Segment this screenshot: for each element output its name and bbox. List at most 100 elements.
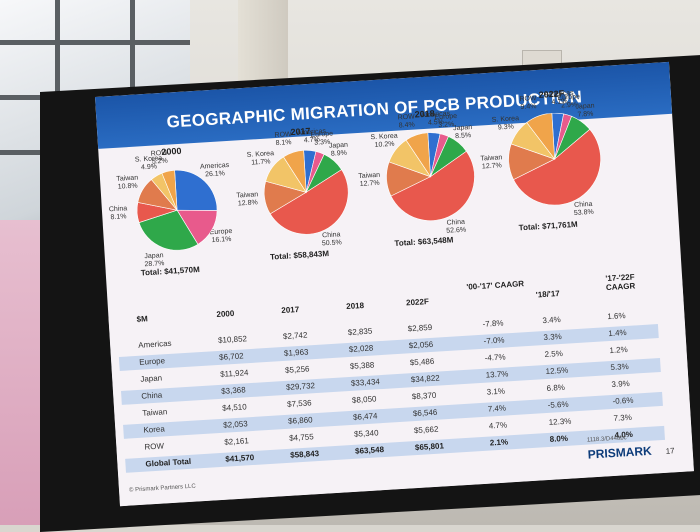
table-cell: $5,486 <box>409 356 435 368</box>
table-cell: Americas <box>137 338 172 350</box>
slice-percent: 8.1% <box>275 138 292 147</box>
pie-slice-row <box>405 132 431 178</box>
table-cell: $2,742 <box>282 330 308 341</box>
table-header: 2018 <box>345 300 365 312</box>
pie-slice-row <box>526 112 556 161</box>
table-cell: 6.8% <box>546 382 566 393</box>
pie-slice-row <box>161 169 178 211</box>
table-cell: $2,056 <box>408 339 434 351</box>
pie-slice-label: ROW 9.4% <box>519 95 537 112</box>
table-cell: $2,028 <box>348 343 374 354</box>
table-cell: Japan <box>140 373 163 384</box>
table-cell: 7.3% <box>613 412 633 423</box>
pie-chart <box>386 132 475 221</box>
table-cell: $5,256 <box>284 364 310 375</box>
slice-name: Europe <box>557 93 581 102</box>
table-header: $M <box>136 314 149 324</box>
presentation-slide: GEOGRAPHIC MIGRATION OF PCB PRODUCTION 2… <box>95 61 694 507</box>
table-cell: -7.8% <box>482 318 504 329</box>
table-cell: $3,368 <box>220 385 246 396</box>
slice-percent: 12.8% <box>237 199 258 208</box>
slice-percent: 53.8% <box>573 208 594 217</box>
pie-chart <box>136 169 218 251</box>
table-cell: $7,536 <box>286 398 312 409</box>
table-cell: $5,340 <box>353 428 379 439</box>
slice-name: ROW <box>397 113 416 122</box>
table-header: 2000 <box>216 308 235 319</box>
slice-percent: 8.4% <box>398 121 415 130</box>
pie-slice-label: ROW 8.4% <box>398 114 416 131</box>
pie-slice-china <box>390 150 475 221</box>
page-number: 17 <box>665 446 675 456</box>
table-cell: $58,843 <box>289 448 320 460</box>
table-cell: -4.7% <box>484 352 506 363</box>
table-cell: 2.1% <box>489 437 509 448</box>
table-cell: 7.4% <box>487 403 507 414</box>
pie-slice-label: China 8.1% <box>109 205 128 222</box>
table-cell: 5.3% <box>610 361 629 373</box>
table-cell: $2,859 <box>407 322 433 334</box>
table-cell: $29,732 <box>285 381 316 392</box>
table-cell: 1.6% <box>607 311 626 322</box>
table-cell: -0.6% <box>612 395 634 406</box>
pie-slice-label: China 50.5% <box>321 232 342 249</box>
slice-percent: 12.7% <box>359 179 380 188</box>
slice-name: ROW <box>150 149 169 158</box>
table-cell: 12.3% <box>548 416 572 427</box>
table-cell: -5.6% <box>547 399 569 410</box>
table-cell: 3.9% <box>611 378 630 389</box>
pie-slice-label: Taiwan 12.7% <box>480 154 503 171</box>
pie-slice-china <box>513 128 601 206</box>
table-cell: $4,755 <box>288 432 314 443</box>
table-header: '17-'22F CAAGR <box>605 272 636 293</box>
table-cell: $6,860 <box>287 415 313 426</box>
slice-percent: 50.5% <box>321 239 342 248</box>
table-cell: $6,474 <box>352 411 378 422</box>
table-cell: China <box>141 390 163 401</box>
table-cell: $6,702 <box>218 351 244 362</box>
slice-name: Japan <box>575 102 595 111</box>
table-cell: $4,510 <box>221 402 247 413</box>
table-cell: 1.4% <box>608 327 627 339</box>
table-cell: $5,388 <box>349 360 375 371</box>
table-cell: $2,161 <box>224 436 250 447</box>
slice-name: Taiwan <box>358 171 381 180</box>
pie-total: Total: $71,761M <box>518 219 578 233</box>
table-cell: Korea <box>143 424 166 435</box>
table-cell: -7.0% <box>483 335 505 346</box>
slice-name: Taiwan <box>236 191 259 200</box>
table-cell: 3.3% <box>543 331 562 343</box>
table-cell: $34,822 <box>410 373 440 385</box>
pie-slice-china <box>269 169 349 235</box>
table-header: 2022F <box>405 297 430 308</box>
slice-percent: 52.6% <box>446 226 467 235</box>
table-cell: 3.1% <box>486 386 506 397</box>
table-cell: 12.5% <box>545 365 569 376</box>
table-cell: ROW <box>144 441 165 452</box>
pie-slice-label: ROW 8.1% <box>274 131 292 148</box>
table-header: '18/'17 <box>535 289 560 300</box>
table-cell: 1.2% <box>609 344 628 356</box>
slice-name: Europe <box>310 130 334 140</box>
pie-total: Total: $58,843M <box>269 249 330 262</box>
pie-chart <box>263 149 349 235</box>
table-cell: 13.7% <box>485 369 509 380</box>
table-cell: $6,546 <box>412 407 438 419</box>
pie-slice-row <box>283 150 307 194</box>
table-cell: $10,852 <box>217 334 248 345</box>
slice-name: Europe <box>434 113 458 122</box>
pie-total: Total: $63,548M <box>394 235 454 248</box>
table-cell: Europe <box>139 356 166 367</box>
table-cell: 2.5% <box>544 348 564 360</box>
table-cell: 3.4% <box>542 314 561 326</box>
table-cell: 4.7% <box>488 420 508 431</box>
slice-name: ROW <box>519 94 537 103</box>
data-table: $M 2000 2017 2018 2022F '00-'17' CAAGR '… <box>108 272 694 507</box>
table-cell: $63,548 <box>354 445 385 456</box>
table-cell: $33,434 <box>350 377 381 388</box>
slice-name: Japan <box>144 252 164 261</box>
slice-name: Taiwan <box>480 154 503 163</box>
pie-slice-label: China 52.6% <box>446 218 467 235</box>
table-cell: $41,570 <box>225 452 255 464</box>
table-cell: Taiwan <box>142 407 168 418</box>
